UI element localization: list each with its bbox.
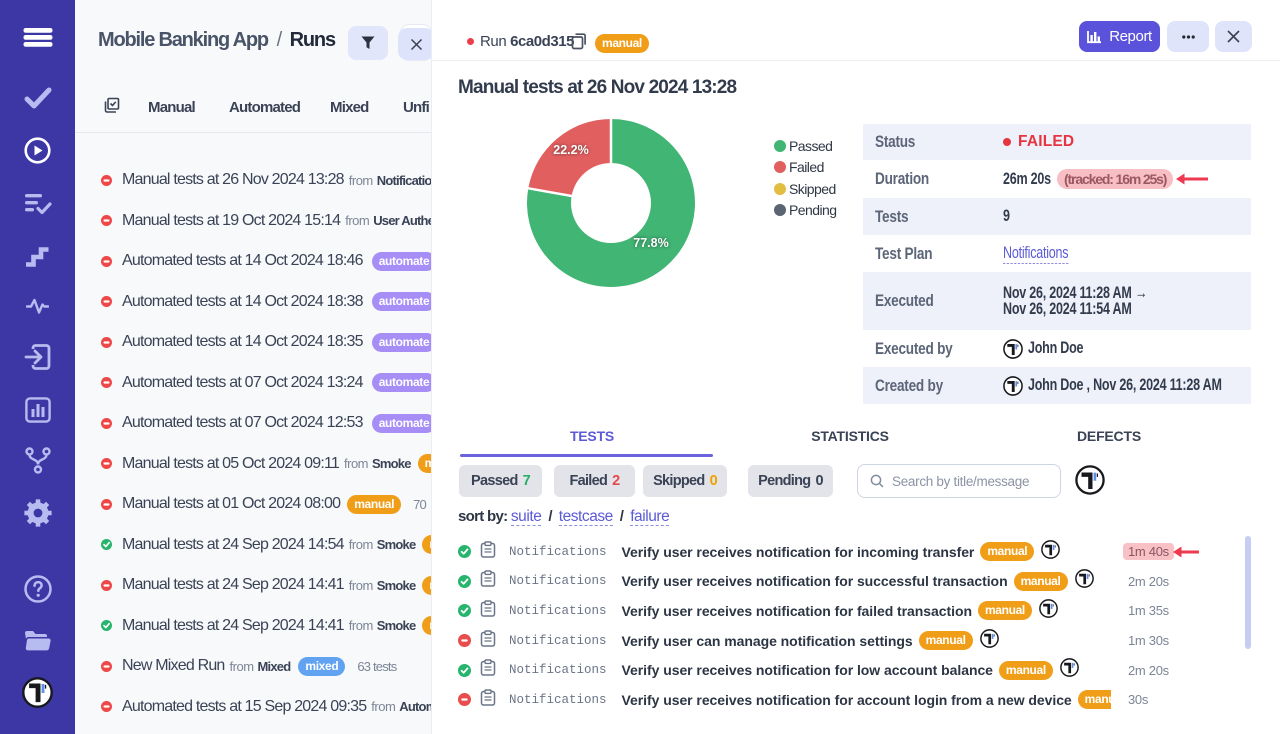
svg-text:22.2%: 22.2% [553,143,588,157]
svg-text:77.8%: 77.8% [633,236,668,250]
